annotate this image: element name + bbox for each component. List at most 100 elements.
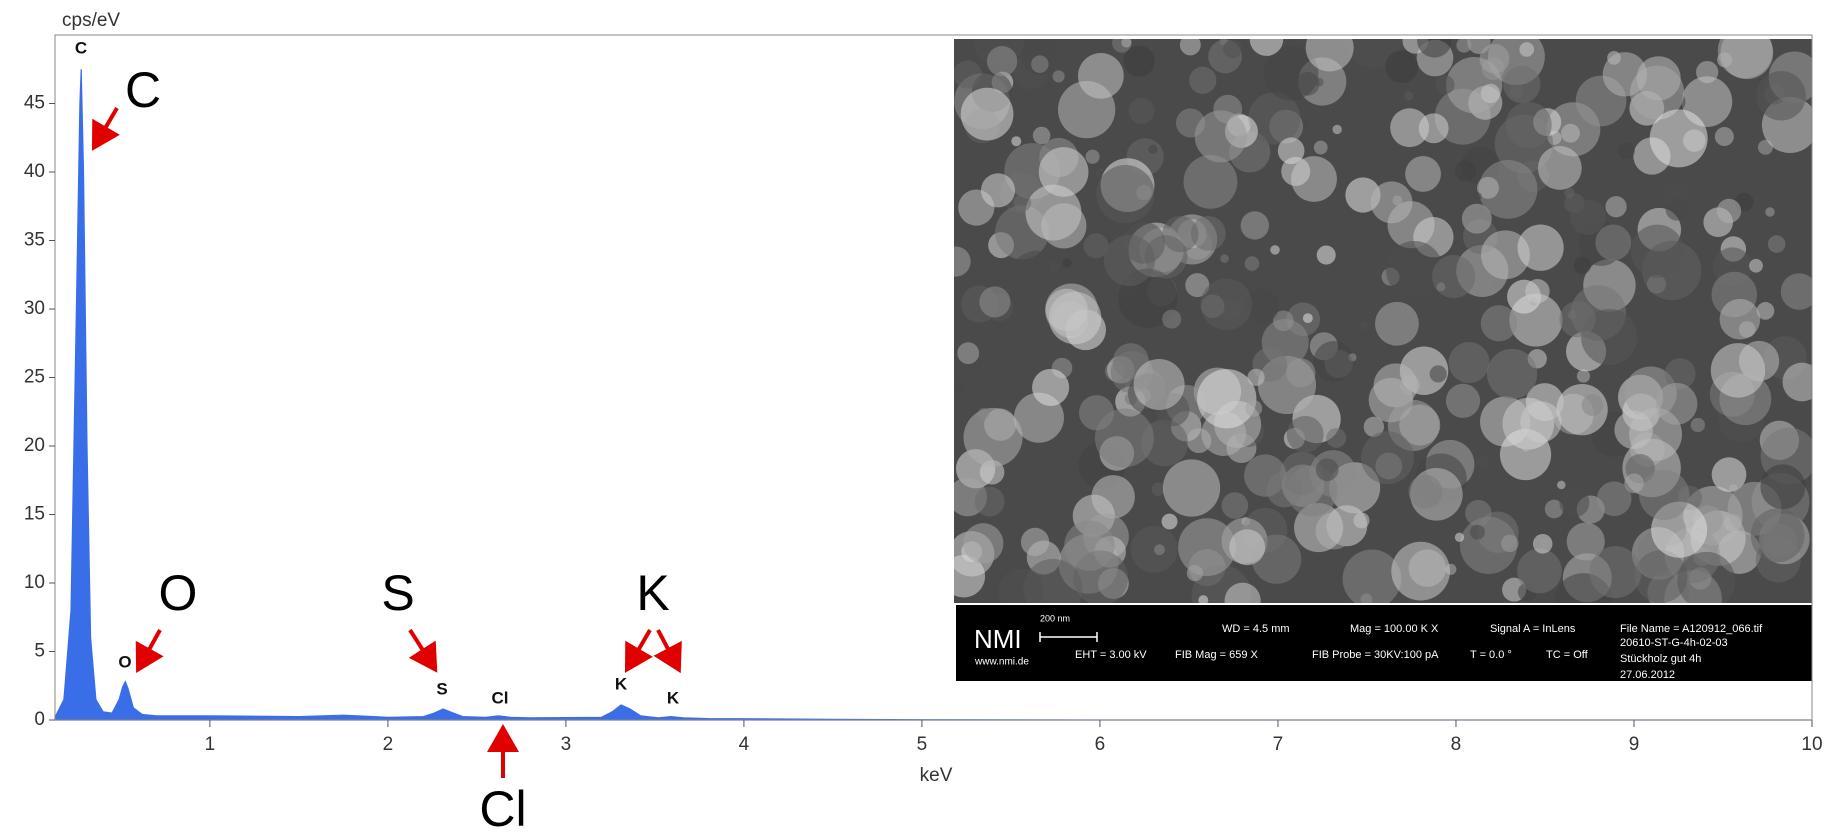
info-text: FIB Probe = 30KV:100 pA [1312, 649, 1439, 661]
sem-grain [1576, 369, 1591, 383]
sem-grain [1361, 431, 1414, 485]
sem-grain [1151, 482, 1166, 497]
sem-grain [1664, 358, 1696, 390]
sem-grain [1272, 310, 1294, 332]
sem-grain [1198, 595, 1209, 603]
sem-grain [1517, 224, 1564, 271]
sem-grain [1179, 39, 1201, 56]
sem-grain [1503, 65, 1541, 104]
sem-grain [1476, 455, 1490, 468]
sem-grain [1148, 144, 1158, 154]
sem-grain [1220, 254, 1229, 263]
sem-grain [1473, 192, 1482, 201]
sem-grain [1566, 522, 1605, 561]
sem-grain [1162, 215, 1199, 253]
sem-grain [1032, 368, 1070, 406]
info-text: 27.06.2012 [1620, 669, 1675, 681]
sem-grain [1716, 198, 1742, 224]
sem-grain [1161, 513, 1178, 530]
sem-grain [1229, 529, 1266, 566]
sem-grain [1391, 541, 1451, 601]
sem-grain [1162, 459, 1221, 517]
sem-grain [1465, 499, 1492, 527]
sem-grain [1130, 525, 1178, 573]
arrow [408, 628, 438, 673]
sem-grain [1480, 83, 1501, 104]
sem-grain [1477, 176, 1499, 199]
sem-grain [1370, 181, 1413, 224]
sem-grain [1782, 362, 1812, 402]
sem-grain [1429, 365, 1447, 383]
x-tick-label: 9 [1629, 734, 1640, 755]
sem-grain [1525, 279, 1550, 304]
sem-grain [1581, 394, 1604, 416]
info-text: TC = Off [1546, 649, 1589, 661]
website: www.nmi.de [974, 657, 1029, 668]
annotation: O [159, 565, 198, 621]
sem-grain [977, 408, 990, 420]
sem-grain [954, 554, 986, 598]
sem-grain [1286, 358, 1316, 388]
sem-grain [1128, 97, 1155, 124]
sem-grain [1454, 532, 1465, 542]
annotation: C [125, 62, 161, 118]
sem-grain [1448, 341, 1490, 384]
sem-grain [1501, 534, 1519, 553]
info-text: Signal A = InLens [1490, 623, 1576, 635]
sem-grain [1461, 203, 1492, 234]
sem-grain [1756, 70, 1806, 121]
sem-grain [1223, 39, 1242, 59]
sem-grain [1765, 207, 1775, 217]
sem-image: NMI www.nmi.de 200 nm WD = 4.5 mm Mag = … [954, 39, 1812, 681]
sem-grain [1573, 256, 1592, 275]
sem-grain [998, 568, 1044, 603]
sem-grain [1749, 258, 1763, 273]
sem-grain [1519, 42, 1535, 57]
y-tick-label: 20 [24, 435, 45, 456]
sem-grain [1537, 146, 1582, 190]
sem-grain [1456, 39, 1472, 53]
sem-grain [1634, 550, 1688, 603]
sem-grain [1630, 224, 1684, 278]
sem-grain [1342, 549, 1402, 603]
sem-grain [1123, 45, 1155, 77]
peak-label: K [615, 674, 628, 693]
sem-grain [1767, 235, 1786, 253]
sem-grain [1405, 156, 1441, 192]
sem-grain [1064, 520, 1115, 571]
sem-grain [1062, 258, 1072, 268]
sem-grain [1011, 136, 1022, 147]
sem-grain [1480, 305, 1518, 342]
sem-grain [954, 60, 982, 89]
sem-grain [1103, 234, 1156, 287]
sem-grain [1617, 141, 1635, 160]
x-tick-label: 8 [1451, 734, 1462, 755]
sem-grain [1470, 524, 1485, 540]
sem-grain [1595, 224, 1632, 261]
sem-grain [1286, 415, 1324, 453]
sem-grain [1178, 518, 1236, 577]
sem-grain [1639, 469, 1690, 521]
x-tick-label: 1 [205, 734, 216, 755]
sem-grain [1385, 50, 1419, 84]
sem-grain [1714, 127, 1734, 147]
sem-grain [1249, 39, 1284, 56]
sem-grain [1435, 75, 1455, 95]
sem-grain [1375, 301, 1419, 346]
spectrum-area [54, 69, 1812, 721]
sem-grain [1077, 53, 1124, 99]
y-tick-label: 5 [34, 641, 45, 662]
peak-label: S [436, 679, 447, 698]
sem-grain [1560, 123, 1580, 143]
sem-grain [1363, 416, 1385, 437]
arrow [624, 628, 653, 673]
sem-grain [960, 87, 1014, 141]
sem-grain [1404, 91, 1414, 101]
sem-grain [1221, 492, 1249, 519]
sem-grain [1559, 487, 1590, 518]
sem-grain [1564, 187, 1575, 199]
sem-grain [1589, 546, 1642, 599]
sem-grain [980, 173, 1016, 208]
logo: NMI [974, 624, 1022, 654]
